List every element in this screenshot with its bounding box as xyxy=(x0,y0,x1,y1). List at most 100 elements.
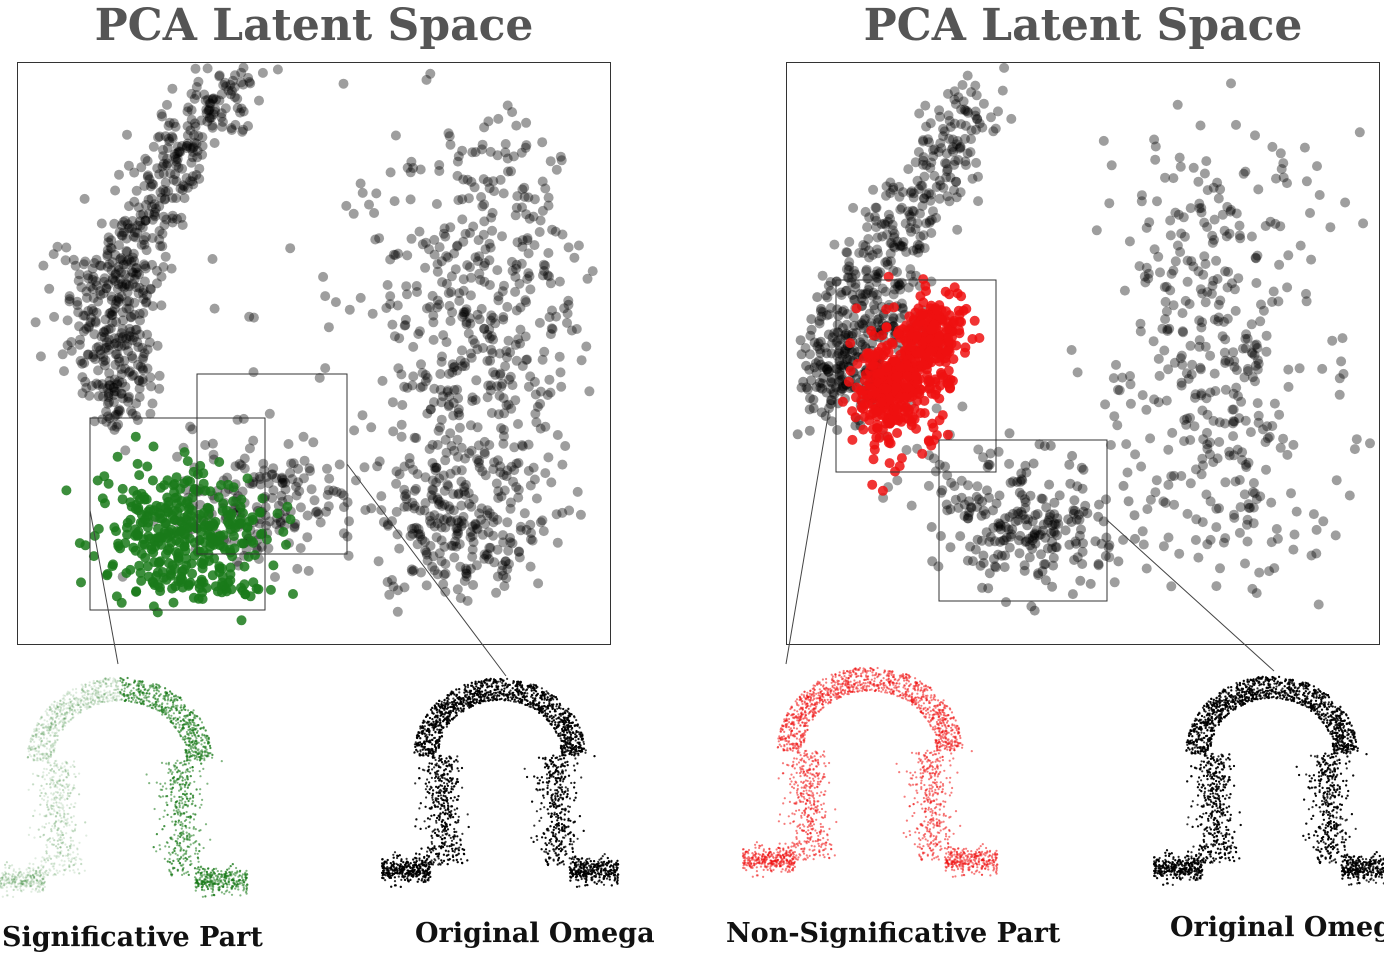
omega-green-pointcloud-icon xyxy=(60,773,63,777)
black-point xyxy=(272,64,283,75)
omega-green-pointcloud-icon xyxy=(200,875,204,878)
omega-green-pointcloud-icon xyxy=(158,685,161,688)
omega-green-pointcloud-icon xyxy=(52,723,55,726)
omega-green-pointcloud-icon xyxy=(88,681,91,684)
black-point xyxy=(513,334,524,345)
black-point xyxy=(131,398,142,409)
black-point xyxy=(468,580,479,590)
omega-green-pointcloud-icon xyxy=(51,718,54,721)
black-point xyxy=(1220,384,1231,395)
black-point xyxy=(978,98,989,109)
red-point xyxy=(858,424,869,435)
omega-green-pointcloud-icon xyxy=(184,708,187,712)
omega-green-pointcloud-icon xyxy=(28,745,31,748)
black-point xyxy=(934,193,945,204)
omega-green-pointcloud-icon xyxy=(166,803,169,807)
black-point xyxy=(1075,575,1086,586)
omega-green-pointcloud-icon xyxy=(42,834,45,837)
black-point xyxy=(1163,444,1174,455)
omega-green-pointcloud-icon xyxy=(29,874,32,878)
omega-green-pointcloud-icon xyxy=(172,776,176,779)
omega-green-pointcloud-icon xyxy=(207,867,210,870)
omega-green-pointcloud-icon xyxy=(190,741,193,744)
left-panel-title: PCA Latent Space xyxy=(94,0,534,51)
omega-green-pointcloud-icon xyxy=(189,746,192,749)
omega-green-pointcloud-icon xyxy=(209,874,213,878)
omega-green-pointcloud-icon xyxy=(218,881,221,884)
black-point xyxy=(467,396,478,406)
omega-green-pointcloud-icon xyxy=(152,696,155,699)
black-point xyxy=(112,349,122,360)
omega-green-pointcloud-icon xyxy=(59,767,63,770)
omega-green-pointcloud-icon xyxy=(161,707,164,711)
black-point xyxy=(479,260,490,271)
omega-green-pointcloud-icon xyxy=(209,875,212,878)
omega-green-pointcloud-icon xyxy=(87,706,90,710)
green-point xyxy=(250,550,260,561)
black-point xyxy=(848,202,859,213)
black-point xyxy=(949,481,960,492)
black-point xyxy=(1141,563,1152,574)
black-point xyxy=(821,310,832,321)
black-point xyxy=(444,368,455,379)
omega-green-pointcloud-icon xyxy=(72,784,76,787)
black-point xyxy=(1179,415,1190,425)
omega-green-pointcloud-icon xyxy=(222,878,225,881)
black-point xyxy=(457,214,468,225)
black-point xyxy=(557,229,568,240)
omega-green-pointcloud-icon xyxy=(78,793,81,796)
omega-green-pointcloud-icon xyxy=(190,729,194,732)
omega-green-pointcloud-icon xyxy=(41,872,45,875)
omega-green-pointcloud-icon xyxy=(173,779,176,782)
black-point xyxy=(1021,467,1032,478)
omega-green-pointcloud-icon xyxy=(33,875,36,878)
omega-green-pointcloud-icon xyxy=(37,866,40,870)
omega-green-pointcloud-icon xyxy=(73,829,76,832)
black-point xyxy=(552,537,563,548)
omega-green-pointcloud-icon xyxy=(182,727,185,730)
omega-green-pointcloud-icon xyxy=(212,893,215,897)
omega-green-pointcloud-icon xyxy=(186,805,189,808)
omega-green-pointcloud-icon xyxy=(233,883,236,886)
omega-green-pointcloud-icon xyxy=(102,680,105,683)
omega-green-pointcloud-icon xyxy=(114,692,117,695)
omega-green-pointcloud-icon xyxy=(159,788,162,791)
omega-green-pointcloud-icon xyxy=(148,684,151,687)
black-point xyxy=(457,345,467,356)
black-point xyxy=(917,180,928,191)
red-point xyxy=(892,403,903,414)
omega-green-pointcloud-icon xyxy=(91,699,95,702)
red-point xyxy=(913,387,924,398)
omega-green-pointcloud-icon xyxy=(50,710,53,713)
black-point xyxy=(1104,198,1115,209)
black-point xyxy=(1228,431,1239,442)
black-point xyxy=(190,63,201,74)
omega-green-pointcloud-icon xyxy=(224,874,227,877)
omega-green-pointcloud-icon xyxy=(200,754,203,757)
green-point xyxy=(197,594,208,604)
black-point xyxy=(1185,203,1196,214)
omega-green-pointcloud-icon xyxy=(198,878,202,881)
black-point xyxy=(1229,509,1239,520)
omega-green-pointcloud-icon xyxy=(123,695,126,698)
black-point xyxy=(1199,251,1210,262)
omega-green-pointcloud-icon xyxy=(142,703,145,706)
black-point xyxy=(128,248,139,259)
omega-green-pointcloud-icon xyxy=(210,876,213,879)
black-point xyxy=(453,195,464,206)
red-point xyxy=(894,362,905,373)
omega-green-pointcloud-icon xyxy=(0,886,3,889)
black-point xyxy=(1082,508,1093,519)
black-point xyxy=(539,346,550,357)
omega-green-pointcloud-icon xyxy=(56,705,59,709)
black-point xyxy=(1197,453,1208,464)
omega-green-pointcloud-icon xyxy=(28,753,31,756)
omega-green-pointcloud-icon xyxy=(146,696,149,699)
red-point xyxy=(881,362,892,373)
omega-green-pointcloud-icon xyxy=(191,766,194,769)
red-point xyxy=(960,347,970,358)
omega-green-pointcloud-icon xyxy=(5,878,8,881)
black-point xyxy=(581,341,592,352)
black-point xyxy=(1265,216,1276,227)
omega-green-pointcloud-icon xyxy=(33,755,36,758)
